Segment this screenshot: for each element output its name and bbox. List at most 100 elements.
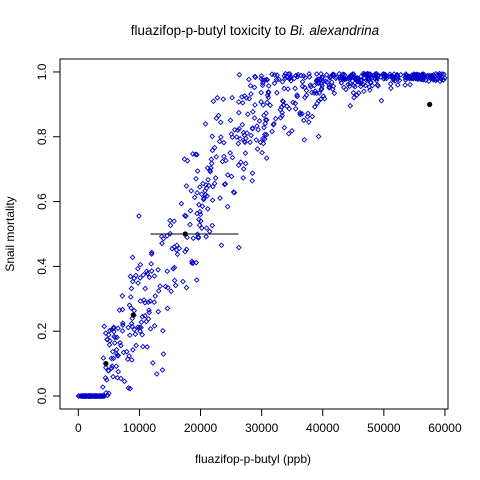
data-point xyxy=(246,76,252,83)
data-point xyxy=(157,283,163,290)
chart-title: fluazifop-p-butyl toxicity to Bi. alexan… xyxy=(131,23,380,38)
data-point xyxy=(207,168,214,175)
x-tick-label: 0 xyxy=(75,421,82,435)
data-point xyxy=(285,86,291,92)
data-point xyxy=(144,344,151,350)
data-point xyxy=(247,139,253,146)
data-point xyxy=(236,109,242,116)
data-point xyxy=(221,153,227,160)
data-point xyxy=(141,297,147,303)
data-point xyxy=(117,340,123,346)
data-point xyxy=(229,134,236,140)
data-point xyxy=(137,298,144,304)
data-point xyxy=(249,108,256,115)
data-point xyxy=(341,76,348,83)
data-point xyxy=(262,120,269,127)
data-point xyxy=(352,83,358,90)
data-point xyxy=(249,170,256,176)
data-point xyxy=(315,80,322,87)
data-point xyxy=(228,173,235,180)
data-point xyxy=(209,133,216,140)
data-point xyxy=(396,77,403,84)
data-point xyxy=(263,155,270,161)
data-point xyxy=(339,71,345,78)
data-point xyxy=(235,162,242,169)
data-point xyxy=(382,71,388,78)
data-point xyxy=(160,235,167,242)
data-point xyxy=(194,168,201,174)
data-point xyxy=(146,274,153,281)
data-point xyxy=(125,385,132,391)
data-point xyxy=(210,98,217,105)
data-point xyxy=(135,280,141,286)
data-point xyxy=(233,134,240,140)
data-point xyxy=(106,341,113,348)
data-point xyxy=(261,124,267,131)
data-point xyxy=(294,93,301,100)
data-point xyxy=(110,373,116,380)
data-point xyxy=(208,160,215,167)
data-point xyxy=(247,82,254,89)
data-point xyxy=(207,167,213,174)
data-point xyxy=(330,72,336,79)
data-point xyxy=(209,183,216,190)
data-point xyxy=(249,177,256,184)
data-point xyxy=(137,275,144,281)
data-point xyxy=(194,189,200,196)
data-point xyxy=(289,127,295,134)
data-point xyxy=(230,189,237,195)
data-point xyxy=(135,265,141,272)
data-point xyxy=(127,273,134,280)
data-point xyxy=(147,298,154,304)
data-point xyxy=(176,245,183,252)
data-point xyxy=(101,323,108,330)
data-point xyxy=(441,75,448,81)
data-point xyxy=(315,133,322,140)
data-point xyxy=(249,125,256,131)
data-point xyxy=(402,77,409,83)
data-point xyxy=(251,115,258,121)
data-point xyxy=(351,94,357,101)
data-point xyxy=(437,78,443,85)
data-point xyxy=(326,84,332,91)
data-point xyxy=(109,348,116,355)
data-point xyxy=(113,363,120,370)
data-point xyxy=(205,176,211,183)
data-point xyxy=(327,75,333,81)
observed-point xyxy=(103,361,109,367)
data-point xyxy=(281,85,288,92)
data-point xyxy=(263,76,270,83)
data-point xyxy=(244,111,251,118)
data-point xyxy=(433,76,439,82)
data-point xyxy=(397,71,404,78)
data-point xyxy=(425,73,431,80)
data-point xyxy=(217,195,223,201)
data-point xyxy=(189,258,195,265)
data-point xyxy=(102,375,109,381)
data-point xyxy=(312,104,318,110)
data-point xyxy=(184,157,191,164)
data-point xyxy=(281,124,288,131)
data-point xyxy=(271,80,278,87)
data-point xyxy=(314,100,320,107)
data-point xyxy=(100,355,107,361)
data-point xyxy=(343,76,349,83)
data-point xyxy=(318,86,325,93)
data-point xyxy=(253,137,260,143)
data-point xyxy=(126,353,132,359)
data-point xyxy=(281,73,288,79)
data-point xyxy=(221,181,228,188)
observed-point xyxy=(427,101,433,107)
data-point xyxy=(214,94,221,101)
data-point xyxy=(224,203,231,210)
data-point xyxy=(148,249,155,256)
data-point xyxy=(201,195,207,202)
data-point xyxy=(239,121,246,128)
data-point xyxy=(264,92,271,98)
data-point xyxy=(317,96,324,103)
data-point-zero xyxy=(98,393,105,399)
data-point xyxy=(285,130,292,137)
x-tick-label: 60000 xyxy=(428,421,462,435)
data-point xyxy=(387,73,393,80)
data-point xyxy=(192,151,199,158)
